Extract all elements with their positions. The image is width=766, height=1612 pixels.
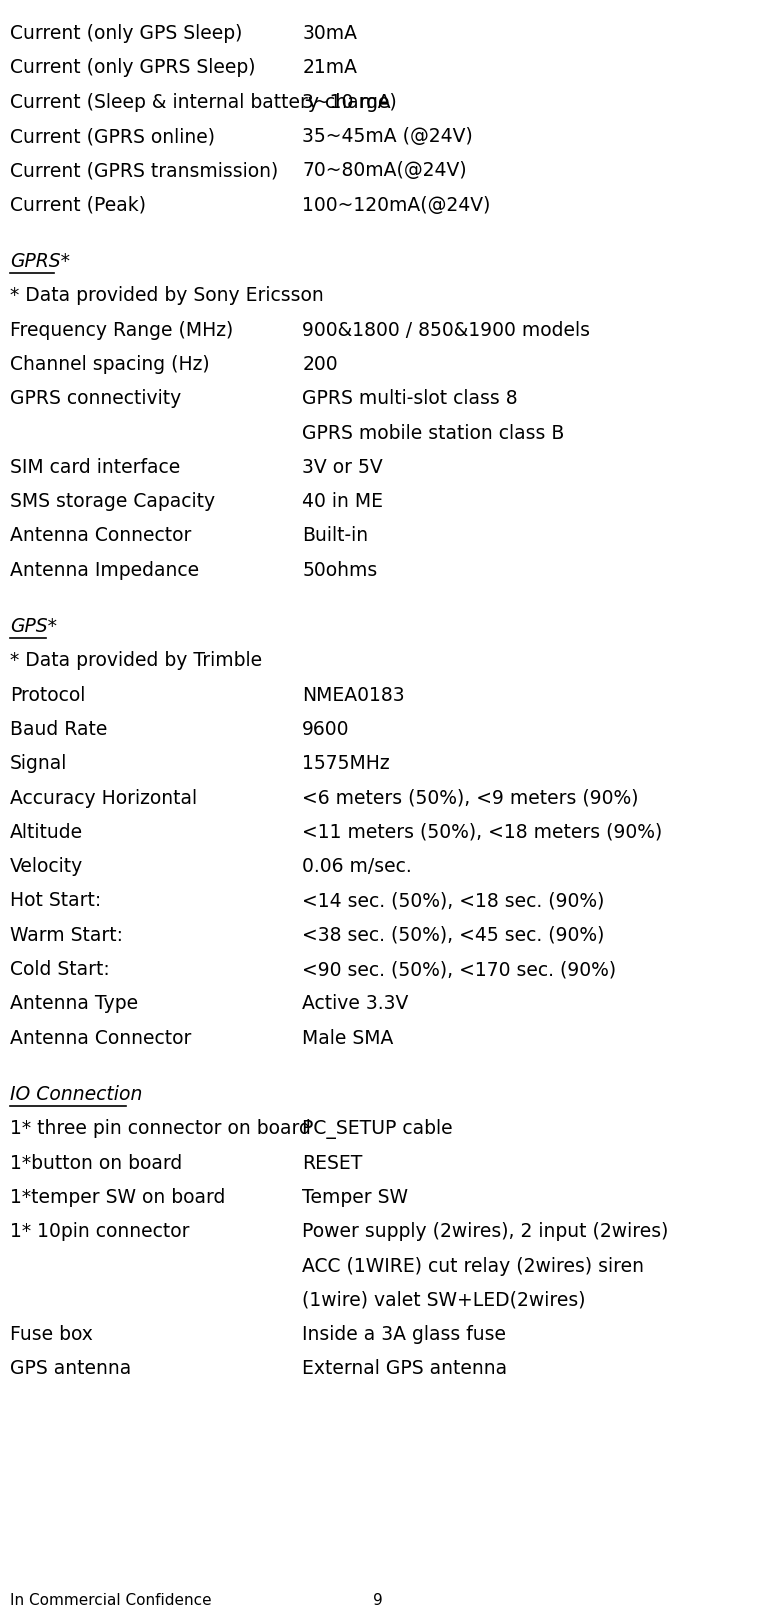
Text: 1* 10pin connector: 1* 10pin connector: [10, 1222, 189, 1241]
Text: Antenna Impedance: Antenna Impedance: [10, 561, 199, 580]
Text: 900&1800 / 850&1900 models: 900&1800 / 850&1900 models: [303, 321, 591, 340]
Text: 200: 200: [303, 355, 338, 374]
Text: SMS storage Capacity: SMS storage Capacity: [10, 492, 215, 511]
Text: RESET: RESET: [303, 1154, 363, 1172]
Text: <14 sec. (50%), <18 sec. (90%): <14 sec. (50%), <18 sec. (90%): [303, 891, 604, 911]
Text: 35~45mA (@24V): 35~45mA (@24V): [303, 127, 473, 147]
Text: Antenna Connector: Antenna Connector: [10, 527, 192, 545]
Text: 3V or 5V: 3V or 5V: [303, 458, 383, 477]
Text: 100~120mA(@24V): 100~120mA(@24V): [303, 195, 491, 214]
Text: 50ohms: 50ohms: [303, 561, 378, 580]
Text: Altitude: Altitude: [10, 822, 83, 841]
Text: Antenna Connector: Antenna Connector: [10, 1028, 192, 1048]
Text: 21mA: 21mA: [303, 58, 357, 77]
Text: 1*button on board: 1*button on board: [10, 1154, 182, 1172]
Text: 0.06 m/sec.: 0.06 m/sec.: [303, 858, 412, 877]
Text: Inside a 3A glass fuse: Inside a 3A glass fuse: [303, 1325, 506, 1344]
Text: * Data provided by Trimble: * Data provided by Trimble: [10, 651, 262, 671]
Text: Active 3.3V: Active 3.3V: [303, 995, 409, 1014]
Text: Antenna Type: Antenna Type: [10, 995, 138, 1014]
Text: In Commercial Confidence: In Commercial Confidence: [10, 1593, 211, 1607]
Text: GPRS*: GPRS*: [10, 251, 70, 271]
Text: PC_SETUP cable: PC_SETUP cable: [303, 1119, 453, 1140]
Text: GPS*: GPS*: [10, 617, 57, 637]
Text: Current (GPRS transmission): Current (GPRS transmission): [10, 161, 278, 181]
Text: Hot Start:: Hot Start:: [10, 891, 101, 911]
Text: <90 sec. (50%), <170 sec. (90%): <90 sec. (50%), <170 sec. (90%): [303, 961, 617, 978]
Text: Current (GPRS online): Current (GPRS online): [10, 127, 214, 147]
Text: Channel spacing (Hz): Channel spacing (Hz): [10, 355, 209, 374]
Text: 70~80mA(@24V): 70~80mA(@24V): [303, 161, 467, 181]
Text: 3~10 mA: 3~10 mA: [303, 93, 391, 111]
Text: Signal: Signal: [10, 754, 67, 774]
Text: <6 meters (50%), <9 meters (90%): <6 meters (50%), <9 meters (90%): [303, 788, 639, 808]
Text: 1* three pin connector on board: 1* three pin connector on board: [10, 1119, 311, 1138]
Text: Temper SW: Temper SW: [303, 1188, 408, 1207]
Text: Power supply (2wires), 2 input (2wires): Power supply (2wires), 2 input (2wires): [303, 1222, 669, 1241]
Text: Velocity: Velocity: [10, 858, 83, 877]
Text: Frequency Range (MHz): Frequency Range (MHz): [10, 321, 233, 340]
Text: GPRS connectivity: GPRS connectivity: [10, 388, 181, 408]
Text: (1wire) valet SW+LED(2wires): (1wire) valet SW+LED(2wires): [303, 1291, 586, 1311]
Text: NMEA0183: NMEA0183: [303, 685, 405, 704]
Text: <11 meters (50%), <18 meters (90%): <11 meters (50%), <18 meters (90%): [303, 822, 663, 841]
Text: 9600: 9600: [303, 721, 350, 738]
Text: SIM card interface: SIM card interface: [10, 458, 180, 477]
Text: External GPS antenna: External GPS antenna: [303, 1359, 507, 1378]
Text: 40 in ME: 40 in ME: [303, 492, 383, 511]
Text: Current (Peak): Current (Peak): [10, 195, 146, 214]
Text: Accuracy Horizontal: Accuracy Horizontal: [10, 788, 197, 808]
Text: Male SMA: Male SMA: [303, 1028, 394, 1048]
Text: * Data provided by Sony Ericsson: * Data provided by Sony Ericsson: [10, 287, 323, 305]
Text: Baud Rate: Baud Rate: [10, 721, 107, 738]
Text: IO Connection: IO Connection: [10, 1085, 142, 1104]
Text: GPRS mobile station class B: GPRS mobile station class B: [303, 424, 565, 443]
Text: Current (Sleep & internal battery charge): Current (Sleep & internal battery charge…: [10, 93, 397, 111]
Text: Built-in: Built-in: [303, 527, 368, 545]
Text: ACC (1WIRE) cut relay (2wires) siren: ACC (1WIRE) cut relay (2wires) siren: [303, 1256, 644, 1275]
Text: Protocol: Protocol: [10, 685, 85, 704]
Text: Current (only GPRS Sleep): Current (only GPRS Sleep): [10, 58, 255, 77]
Text: Cold Start:: Cold Start:: [10, 961, 110, 978]
Text: GPRS multi-slot class 8: GPRS multi-slot class 8: [303, 388, 518, 408]
Text: 1575MHz: 1575MHz: [303, 754, 390, 774]
Text: Current (only GPS Sleep): Current (only GPS Sleep): [10, 24, 242, 44]
Text: <38 sec. (50%), <45 sec. (90%): <38 sec. (50%), <45 sec. (90%): [303, 925, 604, 945]
Text: 9: 9: [373, 1593, 383, 1607]
Text: Fuse box: Fuse box: [10, 1325, 93, 1344]
Text: GPS antenna: GPS antenna: [10, 1359, 131, 1378]
Text: 1*temper SW on board: 1*temper SW on board: [10, 1188, 225, 1207]
Text: 30mA: 30mA: [303, 24, 357, 44]
Text: Warm Start:: Warm Start:: [10, 925, 123, 945]
